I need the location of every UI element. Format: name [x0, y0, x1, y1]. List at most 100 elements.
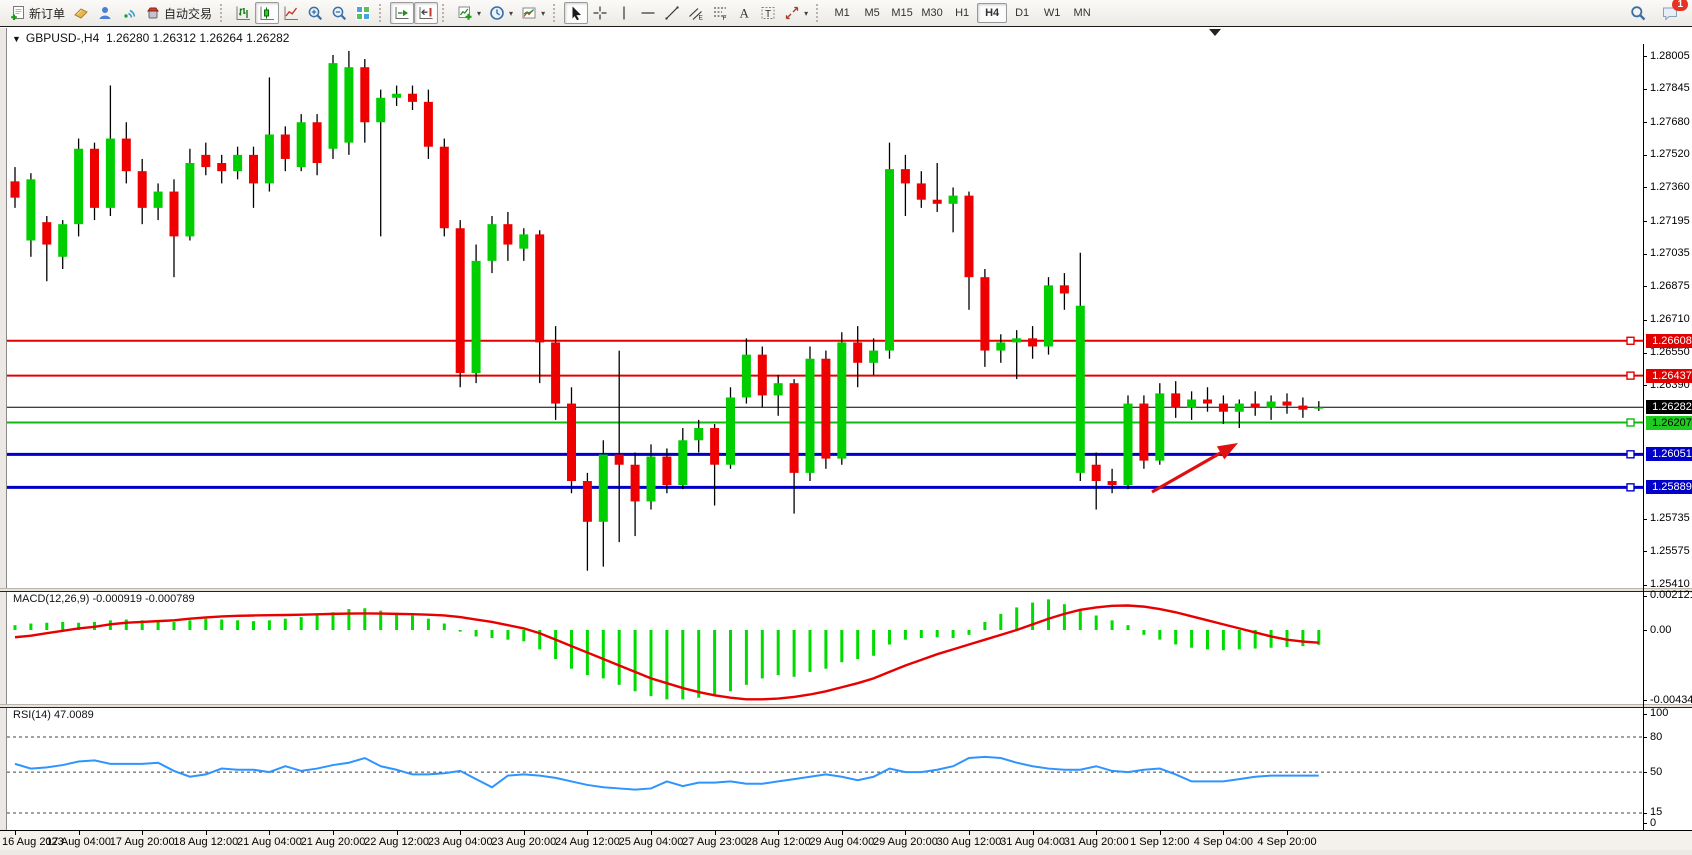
auto-scroll-button[interactable] [390, 2, 415, 24]
time-tick [1032, 831, 1034, 835]
indicators-button[interactable]: ▾ [453, 2, 485, 24]
new-order-label: 新订单 [29, 6, 66, 21]
macd-indicator-pane[interactable] [7, 592, 1643, 704]
time-tick [905, 831, 907, 835]
templates-button[interactable]: ▾ [517, 2, 549, 24]
time-tick-label: 17 Aug 04:00 [46, 836, 112, 848]
cursor-button[interactable] [564, 2, 589, 24]
tile-windows-button[interactable] [351, 2, 375, 24]
arrows-button[interactable]: ▾ [780, 2, 812, 24]
textlabel-icon: T [761, 7, 775, 20]
pane-splitter[interactable] [0, 704, 1692, 708]
chart-shift-button[interactable] [414, 2, 439, 24]
time-tick-label: 16 Aug 2023 [2, 836, 64, 848]
candle-body [646, 456, 656, 502]
annotation-arrow[interactable] [1151, 443, 1238, 494]
candle-body [773, 383, 783, 396]
time-tick-label: 4 Sep 04:00 [1193, 836, 1254, 848]
price-axis-line [1643, 44, 1644, 830]
time-tick [15, 831, 16, 835]
linechart-icon [284, 6, 299, 20]
zoom-out-button[interactable] [327, 2, 351, 24]
timeframe-h4-button[interactable]: H4 [977, 3, 1008, 23]
candle-body [58, 224, 68, 257]
candlestick-chart-button[interactable] [255, 2, 280, 24]
price-tick-label: 1.25410 [1650, 578, 1690, 591]
price-tick-label: 1.27360 [1650, 180, 1690, 193]
text-icon: A [740, 6, 750, 21]
price-tick-label: 1.28005 [1650, 49, 1690, 62]
timeframe-m15-button[interactable]: M15 [891, 7, 913, 19]
rsi-tick-label: 0 [1650, 816, 1657, 829]
line-chart-button[interactable] [279, 2, 303, 24]
level-handle[interactable] [1626, 336, 1635, 345]
candle-body [503, 224, 513, 245]
candle-body [296, 122, 306, 168]
search-button[interactable] [1626, 2, 1650, 24]
autotrading-button[interactable]: 自动交易 [141, 2, 216, 24]
level-handle[interactable] [1626, 418, 1635, 427]
time-tick-label: 21 Aug 04:00 [236, 836, 302, 848]
candle-body [694, 428, 704, 441]
candle-body [1234, 403, 1244, 412]
time-tick [523, 831, 525, 835]
pane-splitter[interactable] [0, 588, 1692, 592]
candle-body [980, 277, 990, 351]
styler-button[interactable] [69, 2, 93, 24]
profile-button[interactable] [93, 2, 117, 24]
trendline-button[interactable] [660, 2, 684, 24]
level-handle[interactable] [1626, 483, 1635, 492]
notifications-button[interactable]: 1 [1658, 0, 1688, 24]
axis-tick [1643, 221, 1647, 223]
candle-body [471, 260, 481, 373]
bar-chart-button[interactable] [231, 2, 255, 24]
rsi-indicator-pane[interactable] [7, 708, 1643, 830]
zoom-in-button[interactable] [303, 2, 327, 24]
candle-body [678, 440, 688, 486]
timeframe-mn-button[interactable]: MN [1073, 7, 1091, 19]
candle-body [1012, 338, 1022, 343]
arrows-icon [785, 6, 799, 20]
candle-body [26, 179, 36, 241]
text-button[interactable]: A [732, 2, 756, 24]
time-tick-label: 1 Sep 12:00 [1130, 836, 1190, 848]
macd-header: MACD(12,26,9) -0.000919 -0.000789 [13, 593, 195, 605]
axis-tick [1643, 286, 1647, 288]
level-handle[interactable] [1626, 450, 1635, 459]
crosshair-icon [593, 6, 607, 20]
level-handle[interactable] [1626, 371, 1635, 380]
time-axis[interactable]: 16 Aug 2023 17 Aug 04:00 17 Aug 20:00 18 Au… [0, 830, 1692, 850]
timeframe-m5-button[interactable]: M5 [864, 7, 880, 19]
text-label-button[interactable]: T [756, 2, 780, 24]
candle-body [1044, 285, 1053, 347]
zoom-out-icon [332, 6, 347, 21]
candle-body [408, 93, 417, 102]
axis-tick [1643, 823, 1647, 824]
time-tick [78, 831, 80, 835]
fibonacci-button[interactable]: F [708, 2, 732, 24]
signals-button[interactable] [117, 2, 141, 24]
candle-body [1187, 399, 1197, 408]
crosshair-button[interactable] [588, 2, 612, 24]
timeframe-m1-button[interactable]: M1 [834, 7, 850, 19]
timeframe-d1-button[interactable]: D1 [1015, 7, 1030, 19]
horizontal-line-button[interactable] [636, 2, 660, 24]
equidistant-channel-button[interactable]: E [684, 2, 708, 24]
new-order-button[interactable]: 新订单 [6, 2, 69, 24]
timeframe-w1-button[interactable]: W1 [1043, 7, 1061, 19]
periods-button[interactable]: ▾ [485, 2, 517, 24]
timeframe-m30-button[interactable]: M30 [921, 7, 943, 19]
search-icon [1631, 6, 1646, 21]
price-level-label: 1.25889 [1646, 480, 1692, 495]
candle-body [153, 191, 163, 208]
candle-body [264, 134, 274, 184]
candles-icon [260, 6, 275, 20]
main-price-chart[interactable] [7, 44, 1643, 588]
candle-body [535, 234, 545, 343]
vertical-line-button[interactable] [612, 2, 636, 24]
rsi-tick-label: 50 [1650, 765, 1663, 778]
timeframe-h1-button[interactable]: H1 [955, 7, 970, 19]
hline-icon [641, 12, 655, 14]
window-menu-icon[interactable]: ▼ [12, 34, 21, 44]
time-tick-label: 17 Aug 20:00 [109, 836, 175, 848]
